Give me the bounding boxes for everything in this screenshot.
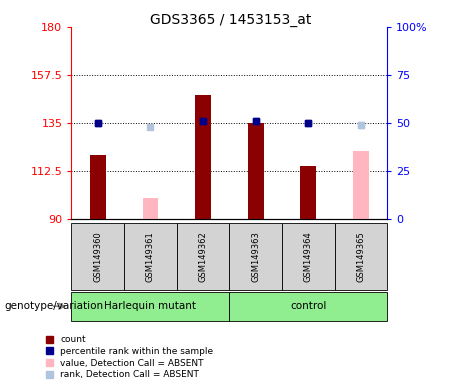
Text: GSM149360: GSM149360 — [93, 231, 102, 282]
Bar — [142, 197, 158, 219]
Bar — [248, 123, 264, 219]
Text: Harlequin mutant: Harlequin mutant — [104, 301, 196, 311]
Bar — [195, 95, 211, 219]
Text: GDS3365 / 1453153_at: GDS3365 / 1453153_at — [150, 13, 311, 27]
Text: GSM149361: GSM149361 — [146, 231, 155, 282]
Legend: count, percentile rank within the sample, value, Detection Call = ABSENT, rank, : count, percentile rank within the sample… — [46, 335, 213, 379]
Text: genotype/variation: genotype/variation — [5, 301, 104, 311]
Bar — [90, 155, 106, 219]
Text: GSM149364: GSM149364 — [304, 231, 313, 282]
Text: control: control — [290, 301, 326, 311]
Bar — [353, 151, 369, 219]
Bar — [301, 166, 316, 219]
Text: GSM149363: GSM149363 — [251, 231, 260, 282]
Text: GSM149365: GSM149365 — [356, 231, 366, 282]
Text: GSM149362: GSM149362 — [199, 231, 207, 282]
